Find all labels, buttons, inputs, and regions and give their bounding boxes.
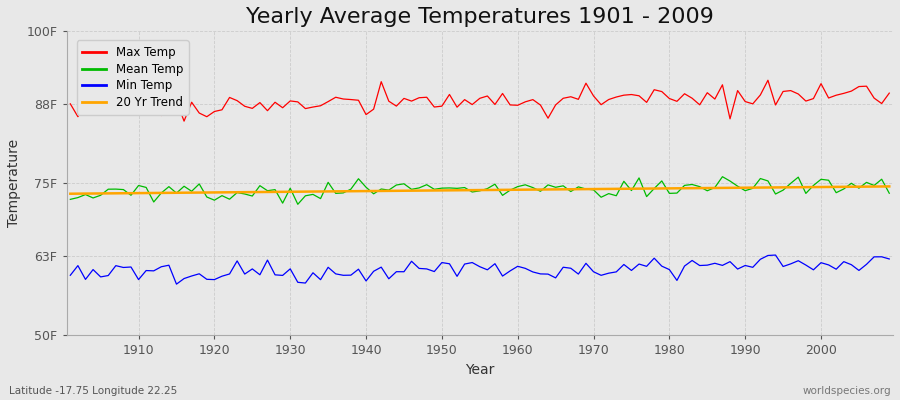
Title: Yearly Average Temperatures 1901 - 2009: Yearly Average Temperatures 1901 - 2009	[246, 7, 714, 27]
Y-axis label: Temperature: Temperature	[7, 139, 21, 228]
Legend: Max Temp, Mean Temp, Min Temp, 20 Yr Trend: Max Temp, Mean Temp, Min Temp, 20 Yr Tre…	[76, 40, 189, 115]
X-axis label: Year: Year	[465, 363, 494, 377]
Text: Latitude -17.75 Longitude 22.25: Latitude -17.75 Longitude 22.25	[9, 386, 177, 396]
Text: worldspecies.org: worldspecies.org	[803, 386, 891, 396]
